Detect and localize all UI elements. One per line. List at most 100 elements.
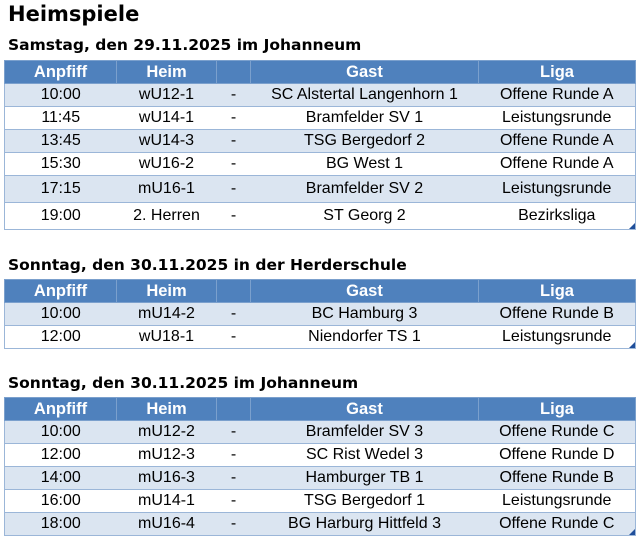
cell-gast: TSG Bergedorf 2 — [250, 129, 479, 153]
section-heading-sunday-herderschule: Sonntag, den 30.11.2025 in der Herdersch… — [8, 256, 407, 274]
cell-gast: SC Rist Wedel 3 — [250, 443, 479, 467]
table-row: 18:00 mU16-4 - BG Harburg Hittfeld 3 Off… — [4, 512, 636, 536]
header-liga: Liga — [478, 60, 636, 84]
table-row: 19:00 2. Herren - ST Georg 2 Bezirksliga — [4, 202, 636, 230]
cell-heim: mU12-3 — [116, 443, 217, 467]
cell-anpfiff: 17:15 — [4, 175, 117, 203]
cell-separator: - — [216, 489, 251, 513]
cell-heim: wU12-1 — [116, 83, 217, 107]
header-heim: Heim — [116, 397, 217, 421]
cell-separator: - — [216, 420, 251, 444]
table-row: 12:00 wU18-1 - Niendorfer TS 1 Leistungs… — [4, 325, 636, 349]
cell-liga: Offene Runde A — [478, 83, 636, 107]
cell-separator: - — [216, 129, 251, 153]
header-gast: Gast — [250, 279, 479, 303]
cell-heim: mU12-2 — [116, 420, 217, 444]
liga-text: Offene Runde C — [499, 515, 615, 532]
cell-gast: Bramfelder SV 3 — [250, 420, 479, 444]
table-row: 16:00 mU14-1 - TSG Bergedorf 1 Leistungs… — [4, 489, 636, 513]
header-gast: Gast — [250, 397, 479, 421]
cell-gast: Niendorfer TS 1 — [250, 325, 479, 349]
cell-liga: Leistungsrunde — [478, 325, 636, 349]
cell-heim: wU16-2 — [116, 152, 217, 176]
cell-gast: Hamburger TB 1 — [250, 466, 479, 490]
cell-liga: Offene Runde D — [478, 443, 636, 467]
liga-text: Leistungsrunde — [502, 328, 612, 345]
cell-heim: wU14-3 — [116, 129, 217, 153]
cell-anpfiff: 13:45 — [4, 129, 117, 153]
header-separator — [216, 397, 251, 421]
cell-liga: Leistungsrunde — [478, 175, 636, 203]
cell-liga: Bezirksliga — [478, 202, 636, 230]
cell-heim: mU16-3 — [116, 466, 217, 490]
cell-liga: Leistungsrunde — [478, 489, 636, 513]
cell-separator: - — [216, 152, 251, 176]
cell-gast: Bramfelder SV 2 — [250, 175, 479, 203]
table-row: 17:15 mU16-1 - Bramfelder SV 2 Leistungs… — [4, 175, 636, 203]
header-separator — [216, 60, 251, 84]
cell-separator: - — [216, 466, 251, 490]
header-liga: Liga — [478, 397, 636, 421]
table-row: 11:45 wU14-1 - Bramfelder SV 1 Leistungs… — [4, 106, 636, 130]
games-table-sunday-herderschule: Anpfiff Heim Gast Liga 10:00 mU14-2 - BC… — [4, 279, 636, 349]
header-liga: Liga — [478, 279, 636, 303]
header-anpfiff: Anpfiff — [4, 279, 117, 303]
header-anpfiff: Anpfiff — [4, 60, 117, 84]
liga-text: Bezirksliga — [518, 207, 596, 224]
cell-anpfiff: 11:45 — [4, 106, 117, 130]
cell-liga: Offene Runde C — [478, 512, 636, 536]
cell-separator: - — [216, 83, 251, 107]
header-gast: Gast — [250, 60, 479, 84]
cell-anpfiff: 15:30 — [4, 152, 117, 176]
cell-gast: BG Harburg Hittfeld 3 — [250, 512, 479, 536]
header-row: Anpfiff Heim Gast Liga — [4, 279, 636, 303]
cell-liga: Leistungsrunde — [478, 106, 636, 130]
cell-separator: - — [216, 302, 251, 326]
resize-handle-icon[interactable] — [629, 342, 635, 348]
header-row: Anpfiff Heim Gast Liga — [4, 397, 636, 421]
cell-anpfiff: 12:00 — [4, 325, 117, 349]
section-heading-sunday-johanneum: Sonntag, den 30.11.2025 im Johanneum — [8, 374, 359, 392]
games-table-sunday-johanneum: Anpfiff Heim Gast Liga 10:00 mU12-2 - Br… — [4, 397, 636, 536]
cell-separator: - — [216, 106, 251, 130]
cell-liga: Offene Runde A — [478, 152, 636, 176]
cell-heim: wU18-1 — [116, 325, 217, 349]
cell-anpfiff: 12:00 — [4, 443, 117, 467]
cell-heim: mU14-2 — [116, 302, 217, 326]
cell-liga: Offene Runde C — [478, 420, 636, 444]
cell-heim: mU16-4 — [116, 512, 217, 536]
header-separator — [216, 279, 251, 303]
cell-liga: Offene Runde B — [478, 466, 636, 490]
header-heim: Heim — [116, 279, 217, 303]
resize-handle-icon[interactable] — [629, 529, 635, 535]
table-row: 10:00 wU12-1 - SC Alstertal Langenhorn 1… — [4, 83, 636, 107]
page-title: Heimspiele — [8, 2, 140, 26]
header-heim: Heim — [116, 60, 217, 84]
section-heading-saturday-johanneum: Samstag, den 29.11.2025 im Johanneum — [8, 36, 362, 54]
games-table-saturday-johanneum: Anpfiff Heim Gast Liga 10:00 wU12-1 - SC… — [4, 60, 636, 230]
cell-anpfiff: 19:00 — [4, 202, 117, 230]
cell-gast: TSG Bergedorf 1 — [250, 489, 479, 513]
cell-liga: Offene Runde A — [478, 129, 636, 153]
cell-separator: - — [216, 202, 251, 230]
table-row: 15:30 wU16-2 - BG West 1 Offene Runde A — [4, 152, 636, 176]
cell-gast: BG West 1 — [250, 152, 479, 176]
cell-separator: - — [216, 325, 251, 349]
cell-separator: - — [216, 443, 251, 467]
cell-heim: mU16-1 — [116, 175, 217, 203]
cell-heim: 2. Herren — [116, 202, 217, 230]
cell-gast: BC Hamburg 3 — [250, 302, 479, 326]
cell-anpfiff: 14:00 — [4, 466, 117, 490]
cell-anpfiff: 10:00 — [4, 420, 117, 444]
cell-heim: mU14-1 — [116, 489, 217, 513]
cell-gast: SC Alstertal Langenhorn 1 — [250, 83, 479, 107]
table-row: 13:45 wU14-3 - TSG Bergedorf 2 Offene Ru… — [4, 129, 636, 153]
cell-liga: Offene Runde B — [478, 302, 636, 326]
cell-separator: - — [216, 512, 251, 536]
resize-handle-icon[interactable] — [629, 223, 635, 229]
cell-separator: - — [216, 175, 251, 203]
cell-gast: Bramfelder SV 1 — [250, 106, 479, 130]
table-row: 10:00 mU14-2 - BC Hamburg 3 Offene Runde… — [4, 302, 636, 326]
table-row: 14:00 mU16-3 - Hamburger TB 1 Offene Run… — [4, 466, 636, 490]
table-row: 10:00 mU12-2 - Bramfelder SV 3 Offene Ru… — [4, 420, 636, 444]
